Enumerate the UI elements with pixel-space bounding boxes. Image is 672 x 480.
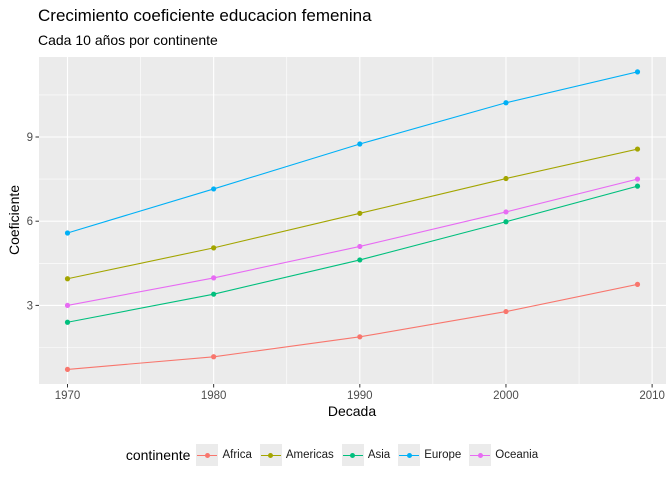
- legend-key-africa: [196, 444, 219, 466]
- data-point-oceania: [211, 275, 217, 281]
- data-point-europe: [64, 230, 71, 236]
- data-point-americas: [64, 276, 71, 282]
- x-axis-title: Decada: [328, 403, 376, 419]
- data-point-asia: [64, 319, 71, 325]
- data-point-asia: [211, 291, 217, 297]
- plot-panel: [39, 57, 666, 384]
- data-point-asia: [503, 219, 509, 225]
- data-point-oceania: [357, 243, 363, 250]
- data-point-europe: [357, 141, 363, 147]
- legend: continente Africa Americas Asia Europe Ocean…: [0, 444, 672, 466]
- legend-item-europe: Europe: [398, 444, 461, 466]
- legend-key-europe: [398, 444, 421, 466]
- data-point-africa: [64, 366, 71, 373]
- x-tick-label: 1990: [347, 390, 373, 402]
- x-tick-label: 2010: [639, 390, 665, 402]
- y-axis-title: Coeficiente: [6, 185, 22, 255]
- legend-key-asia: [341, 444, 364, 466]
- data-point-europe: [503, 100, 509, 106]
- y-tick-label: 9: [27, 132, 33, 144]
- legend-label-europe: Europe: [424, 449, 462, 461]
- data-point-americas: [634, 146, 641, 152]
- y-tick-label: 6: [27, 216, 33, 228]
- legend-item-americas: Americas: [259, 444, 334, 466]
- data-point-africa: [211, 354, 217, 360]
- legend-label-africa: Africa: [222, 449, 252, 461]
- data-point-africa: [357, 334, 363, 340]
- legend-label-asia: Asia: [367, 449, 391, 461]
- legend-item-africa: Africa: [196, 444, 252, 466]
- legend-label-americas: Americas: [285, 449, 334, 461]
- legend-item-oceania: Oceania: [469, 444, 538, 466]
- data-point-oceania: [64, 302, 71, 309]
- legend-item-asia: Asia: [341, 444, 391, 466]
- data-point-oceania: [503, 209, 509, 215]
- y-tick-label: 3: [27, 300, 33, 312]
- data-point-americas: [211, 245, 217, 251]
- data-point-africa: [503, 308, 509, 315]
- legend-key-americas: [259, 444, 282, 466]
- x-tick-label: 1980: [201, 390, 227, 402]
- line-chart: 1970 1980 1990 2000 2010 3 6 9 Decada Coeficien…: [6, 57, 666, 419]
- data-point-europe: [634, 69, 641, 75]
- data-point-africa: [634, 281, 641, 287]
- data-point-europe: [211, 186, 217, 192]
- legend-label-oceania: Oceania: [495, 449, 539, 461]
- data-point-asia: [357, 257, 363, 263]
- legend-key-oceania: [469, 444, 492, 466]
- x-tick-label: 1970: [55, 390, 81, 402]
- data-point-americas: [503, 175, 509, 182]
- chart-title: Crecimiento coeficiente educacion femeni…: [38, 6, 372, 25]
- x-tick-label: 2000: [493, 390, 519, 402]
- data-point-oceania: [634, 176, 641, 182]
- data-point-asia: [634, 183, 641, 189]
- chart-subtitle: Cada 10 años por continente: [38, 32, 218, 48]
- data-point-americas: [357, 210, 363, 216]
- legend-title: continente: [125, 447, 191, 463]
